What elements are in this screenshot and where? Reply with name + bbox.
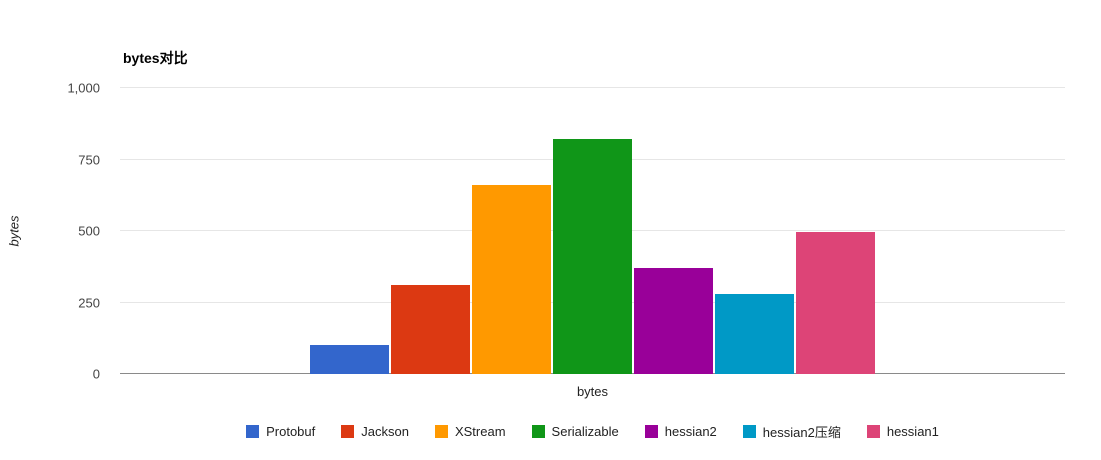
y-tick-label: 1,000 [67, 80, 100, 96]
legend-item-serializable[interactable]: Serializable [531, 424, 619, 439]
legend-label: Jackson [361, 424, 409, 439]
legend: Protobuf Jackson XStream Serializable hessia… [120, 422, 1065, 441]
legend-label: hessian2 [664, 424, 717, 439]
legend-item-hessian1[interactable]: hessian1 [866, 424, 939, 439]
bar-hessian2[interactable] [634, 268, 713, 374]
legend-label: hessian2压缩 [762, 425, 841, 440]
y-tick-label: 750 [78, 152, 100, 167]
legend-item-hessian2压缩[interactable]: hessian2压缩 [742, 422, 841, 441]
chart-title: bytes对比 [123, 50, 188, 66]
bar-protobuf[interactable] [310, 345, 389, 374]
legend-swatch [434, 425, 448, 438]
y-tick-label: 0 [92, 366, 100, 382]
bar-xstream[interactable] [472, 185, 551, 374]
legend-label: Serializable [551, 424, 619, 439]
bar-serializable[interactable] [553, 139, 632, 374]
legend-swatch [246, 425, 260, 438]
y-axis-tick-labels: 0 250 500 750 1,000 [0, 81, 110, 382]
y-tick-label: 500 [78, 223, 100, 239]
y-tick-label: 250 [78, 295, 100, 310]
plot-area [120, 87, 1065, 374]
legend-item-xstream[interactable]: XStream [434, 424, 506, 439]
legend-item-jackson[interactable]: Jackson [341, 424, 409, 439]
bar-hessian1[interactable] [796, 232, 875, 374]
bar-hessian2压缩[interactable] [715, 293, 794, 374]
legend-swatch [531, 425, 545, 438]
legend-label: XStream [454, 424, 506, 439]
legend-item-hessian2[interactable]: hessian2 [644, 424, 717, 439]
legend-swatch [644, 425, 658, 438]
legend-swatch [742, 425, 756, 438]
legend-label: hessian1 [886, 424, 939, 439]
gridline [120, 87, 1065, 88]
legend-swatch [341, 425, 355, 438]
x-axis-category-label: bytes [576, 384, 609, 399]
legend-label: Protobuf [266, 424, 316, 439]
legend-item-protobuf[interactable]: Protobuf [246, 424, 315, 439]
bar-jackson[interactable] [391, 285, 470, 374]
legend-swatch [866, 425, 880, 438]
bars-group [120, 88, 1065, 374]
